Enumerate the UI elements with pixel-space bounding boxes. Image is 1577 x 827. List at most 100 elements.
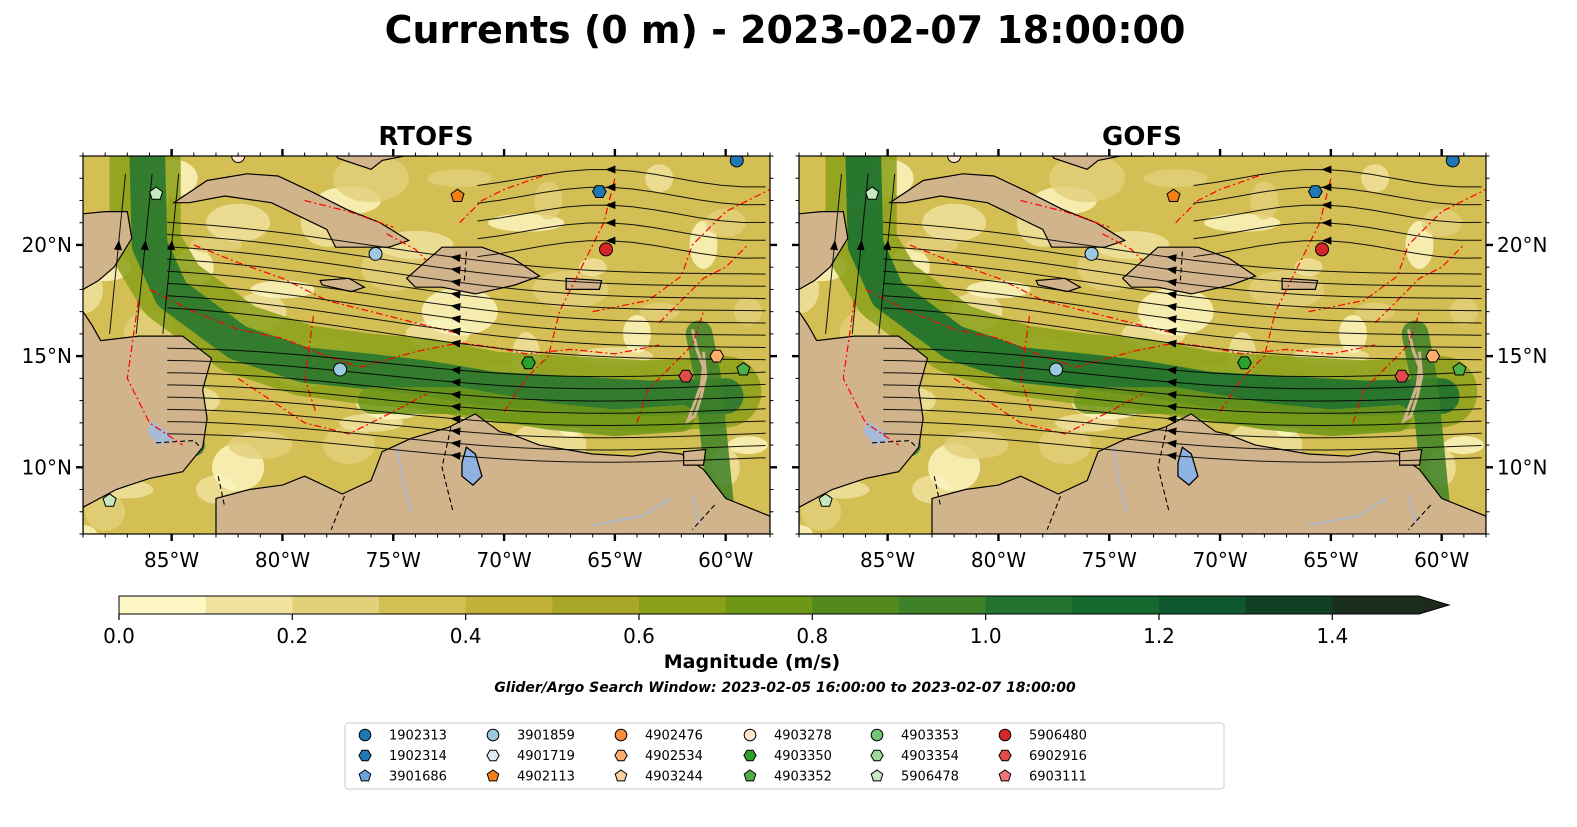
river: [1407, 493, 1416, 524]
river: [1308, 497, 1387, 526]
streamline-arrow: [114, 239, 122, 251]
colorbar-cell: [119, 596, 207, 614]
legend-entry-label: 4902113: [517, 770, 575, 785]
axis-ticks-gofs: [792, 149, 1493, 541]
float-marker: [1166, 188, 1181, 202]
magnitude-patch: [799, 525, 813, 534]
streamline: [167, 221, 766, 275]
circle-marker-icon: [358, 728, 372, 742]
streamline: [883, 396, 1482, 427]
land-mask: [83, 156, 770, 534]
landmass: [1051, 156, 1144, 170]
legend-entry-label: 5906480: [1029, 729, 1087, 744]
float-marker: [1237, 356, 1252, 370]
eez-boundary: [303, 316, 317, 412]
magnitude-patch: [1405, 220, 1434, 269]
streamline-arrow: [1166, 439, 1177, 448]
float-marker: [599, 242, 614, 257]
national-border: [463, 251, 467, 283]
streamline: [167, 372, 766, 402]
legend-entry: 4903352: [743, 769, 832, 785]
panel-gofs: GOFS 85°W 80°W 75°W 70°W 65°W 60°W 20°N …: [792, 122, 1547, 572]
landmass: [405, 246, 541, 295]
legend-entry: 5906480: [998, 729, 1087, 744]
streamline-arrow: [605, 183, 616, 192]
land-mask: [799, 156, 1486, 534]
streamline-arrow: [1321, 183, 1332, 192]
streamline-arrow: [883, 239, 892, 251]
float-marker: [149, 186, 164, 200]
streamline-arrow: [1166, 390, 1177, 399]
x-tick-labels-rtofs: 85°W 80°W 75°W 70°W 65°W 60°W: [144, 548, 754, 572]
streamline: [883, 234, 1482, 287]
national-border: [156, 440, 201, 448]
streamline-arrow: [450, 278, 461, 287]
y-tick-label: 10°N: [1497, 455, 1547, 479]
float-marker: [591, 185, 607, 198]
streamline: [883, 384, 1482, 414]
magnitude-patch: [578, 258, 607, 277]
colorbar-cell: [1245, 596, 1333, 614]
magnitude-patch: [1355, 302, 1396, 321]
landmass: [931, 413, 1486, 534]
streamline: [883, 270, 1482, 324]
magnitude-patch: [1294, 258, 1323, 277]
magnitude-patch: [689, 220, 718, 269]
magnitude-patch: [534, 181, 563, 220]
streamline: [167, 421, 766, 451]
legend-entry: 4903244: [614, 769, 703, 785]
legend-entry: 4902476: [614, 729, 703, 744]
landmass: [887, 173, 1127, 248]
float-marker: [1049, 362, 1064, 377]
streamlines: [825, 165, 1482, 463]
streamline: [167, 246, 766, 300]
streamline: [883, 359, 1482, 390]
streamline-arrow: [1166, 427, 1177, 436]
streamline: [477, 168, 766, 188]
float-marker: [947, 156, 962, 163]
magnitude-patch: [727, 436, 768, 455]
landmass: [319, 277, 366, 293]
lake: [863, 420, 890, 446]
legend-entry-label: 4903352: [774, 770, 832, 785]
legend-entry: 1902313: [358, 728, 447, 744]
colorbar-cells: [118, 595, 1451, 615]
national-border: [1179, 251, 1183, 283]
magnitude-patch: [733, 297, 762, 326]
float-markers: [818, 156, 1467, 507]
streamline: [883, 258, 1482, 312]
landmass: [799, 310, 929, 534]
streamline-arrow: [1166, 339, 1177, 348]
current-jet: [845, 156, 1460, 417]
streamline: [883, 295, 1482, 348]
x-tick-label: 65°W: [587, 548, 642, 572]
streamline-arrow: [450, 254, 461, 263]
float-marker: [1315, 242, 1330, 257]
streamline-arrow: [1166, 290, 1177, 299]
legend-entry: 4902113: [486, 769, 575, 785]
streamline-arrow: [450, 427, 461, 436]
colorbar-cell: [812, 596, 900, 614]
streamline-arrow: [450, 378, 461, 387]
magnitude-patch: [206, 203, 271, 242]
colorbar-cell: [205, 596, 293, 614]
streamline: [883, 408, 1482, 439]
streamline: [883, 282, 1482, 336]
hexagon-marker-icon: [743, 749, 757, 762]
colorbar-tick-label: 0.6: [623, 624, 655, 648]
streamline: [167, 282, 766, 336]
x-tick-label: 60°W: [1414, 548, 1469, 572]
colorbar: 0.0 0.2 0.4 0.6 0.8 1.0 1.2 1.4 Magnitud…: [103, 595, 1451, 696]
float-marker: [368, 246, 383, 261]
colorbar-outline: [118, 595, 1451, 615]
hexagon-marker-icon: [998, 749, 1012, 762]
colorbar-cell: [899, 596, 987, 614]
circle-marker-icon: [486, 728, 500, 742]
map-gofs: [799, 156, 1486, 534]
streamline-arrow: [1321, 218, 1332, 227]
y-tick-label: 20°N: [22, 233, 72, 257]
streamline-arrow: [1321, 236, 1332, 245]
streamline: [883, 246, 1482, 300]
colorbar-tick-labels: 0.0 0.2 0.4 0.6 0.8 1.0 1.2 1.4: [103, 624, 1348, 648]
streamline-arrow: [1166, 415, 1177, 424]
